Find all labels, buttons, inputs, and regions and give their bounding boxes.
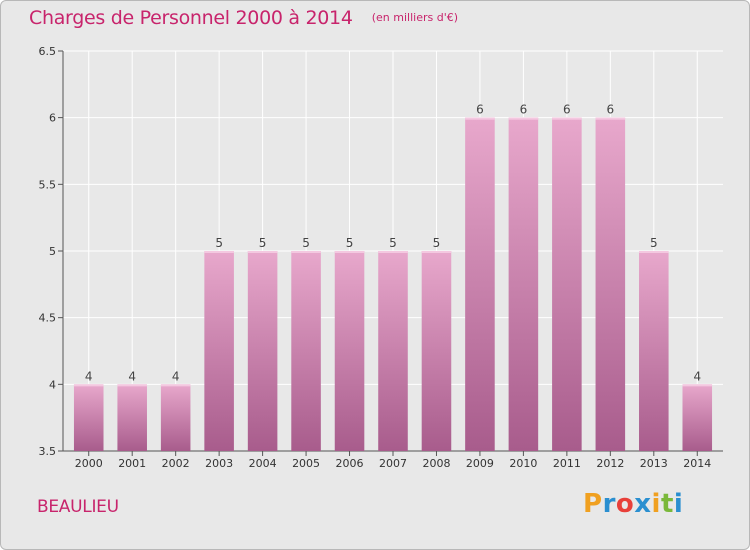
value-label: 5 xyxy=(346,236,354,250)
value-label: 5 xyxy=(650,236,658,250)
x-tick-label: 2000 xyxy=(75,457,103,470)
title-row: Charges de Personnel 2000 à 2014 (en mil… xyxy=(29,7,458,29)
bar-highlight xyxy=(117,384,147,387)
logo-letter: o xyxy=(615,489,635,519)
logo-letter: i xyxy=(651,489,661,519)
value-label: 5 xyxy=(389,236,397,250)
logo-letter: r xyxy=(602,489,616,519)
value-label: 4 xyxy=(172,369,180,383)
logo-letter: i xyxy=(673,489,684,519)
logo-letter: P xyxy=(583,489,603,519)
chart-subtitle: (en milliers d'€) xyxy=(371,11,459,24)
bar xyxy=(639,251,669,451)
bar-highlight xyxy=(204,251,234,253)
y-tick-label: 6.5 xyxy=(39,45,57,58)
bar-highlight xyxy=(465,117,495,120)
bar-highlight xyxy=(160,384,191,387)
bar-highlight xyxy=(73,384,104,387)
value-label: 5 xyxy=(302,236,310,250)
bar xyxy=(421,251,452,451)
x-tick-label: 2010 xyxy=(509,457,537,470)
bar xyxy=(508,117,539,452)
x-tick-label: 2012 xyxy=(596,457,624,470)
x-tick-label: 2009 xyxy=(466,457,494,470)
chart-title: Charges de Personnel 2000 à 2014 xyxy=(29,7,353,29)
logo-letter: t xyxy=(660,489,674,519)
x-tick-label: 2007 xyxy=(379,457,407,470)
bar xyxy=(291,251,321,451)
bar xyxy=(378,251,408,451)
value-label: 6 xyxy=(520,103,528,117)
x-tick-label: 2003 xyxy=(205,457,233,470)
bar xyxy=(552,117,582,452)
x-tick-label: 2008 xyxy=(422,457,450,470)
bar xyxy=(117,384,147,451)
x-tick-label: 2013 xyxy=(640,457,668,470)
bar xyxy=(465,117,495,452)
value-label: 4 xyxy=(693,369,701,383)
y-tick-label: 3.5 xyxy=(39,445,57,458)
bar-highlight xyxy=(682,384,713,387)
bar xyxy=(73,384,104,451)
proxiti-logo[interactable]: Proxiti xyxy=(583,489,683,519)
y-tick-label: 5 xyxy=(49,245,56,258)
y-tick-label: 6 xyxy=(49,112,56,125)
x-tick-label: 2011 xyxy=(553,457,581,470)
bar xyxy=(595,117,626,452)
bar xyxy=(204,251,234,451)
bar-highlight xyxy=(334,251,365,253)
value-label: 4 xyxy=(128,369,136,383)
x-tick-label: 2006 xyxy=(336,457,364,470)
logo-letter: x xyxy=(634,489,652,519)
x-tick-label: 2014 xyxy=(683,457,711,470)
bar-highlight xyxy=(552,117,582,120)
value-label: 6 xyxy=(476,103,484,117)
bar xyxy=(160,384,191,451)
x-tick-label: 2001 xyxy=(118,457,146,470)
bar-highlight xyxy=(421,251,452,253)
value-label: 5 xyxy=(433,236,441,250)
bars xyxy=(73,117,713,452)
bar-highlight xyxy=(378,251,408,253)
bar-highlight xyxy=(247,251,278,253)
value-label: 4 xyxy=(85,369,93,383)
x-tick-label: 2005 xyxy=(292,457,320,470)
bar xyxy=(247,251,278,451)
commune-name: BEAULIEU xyxy=(37,497,119,517)
labels: 3.5 4 4.5 5 5.5 6 6.5 4 2000 4 2001 4 2002 5 2003 5 2004… xyxy=(39,45,712,470)
y-tick-label: 5.5 xyxy=(39,178,57,191)
x-tick-label: 2002 xyxy=(162,457,190,470)
value-label: 6 xyxy=(607,103,615,117)
bar xyxy=(334,251,365,451)
value-label: 5 xyxy=(215,236,223,250)
y-tick-label: 4 xyxy=(49,378,56,391)
bar-highlight xyxy=(291,251,321,253)
bar-highlight xyxy=(595,117,626,120)
bar-highlight xyxy=(639,251,669,253)
bar-highlight xyxy=(508,117,539,120)
x-tick-label: 2004 xyxy=(249,457,277,470)
value-label: 5 xyxy=(259,236,267,250)
value-label: 6 xyxy=(563,103,571,117)
bar xyxy=(682,384,713,451)
y-tick-label: 4.5 xyxy=(39,312,57,325)
